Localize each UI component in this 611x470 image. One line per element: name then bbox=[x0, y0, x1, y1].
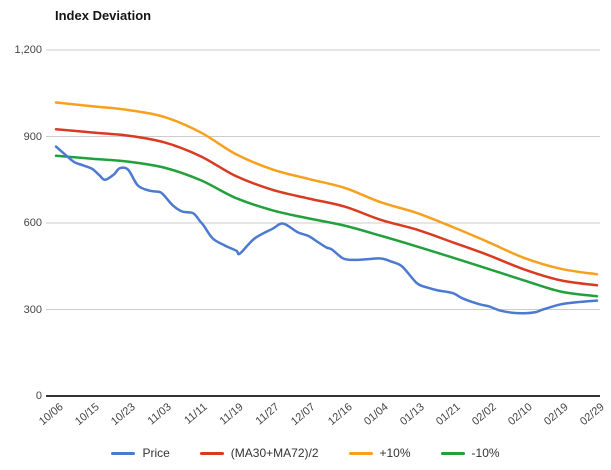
legend-swatch-icon bbox=[111, 451, 136, 455]
legend-label: (MA30+MA72)/2 bbox=[230, 446, 319, 460]
legend-label: -10% bbox=[471, 446, 500, 460]
legend-item: (MA30+MA72)/2 bbox=[199, 446, 319, 460]
chart-title: Index Deviation bbox=[55, 8, 152, 23]
legend-swatch-icon bbox=[199, 451, 224, 455]
legend-item: +10% bbox=[348, 446, 411, 460]
legend-label: +10% bbox=[379, 446, 411, 460]
y-axis-label: 300 bbox=[23, 303, 42, 316]
series-line-+10% bbox=[54, 101, 599, 276]
legend-item: Price bbox=[111, 446, 170, 460]
y-axis-label: 0 bbox=[35, 390, 42, 402]
y-axis-label: 1,200 bbox=[14, 44, 42, 56]
series-line-price bbox=[54, 145, 599, 315]
legend-label: Price bbox=[142, 446, 170, 460]
y-axis-label: 600 bbox=[23, 217, 42, 229]
legend-item: -10% bbox=[440, 446, 500, 460]
series-line--10% bbox=[54, 154, 599, 298]
y-axis-label: 900 bbox=[23, 130, 42, 143]
series-line-ma30+ma722 bbox=[54, 128, 599, 287]
legend-swatch-icon bbox=[440, 451, 465, 455]
legend: Price (MA30+MA72)/2 +10% -10% bbox=[0, 446, 611, 460]
legend-swatch-icon bbox=[348, 451, 373, 455]
